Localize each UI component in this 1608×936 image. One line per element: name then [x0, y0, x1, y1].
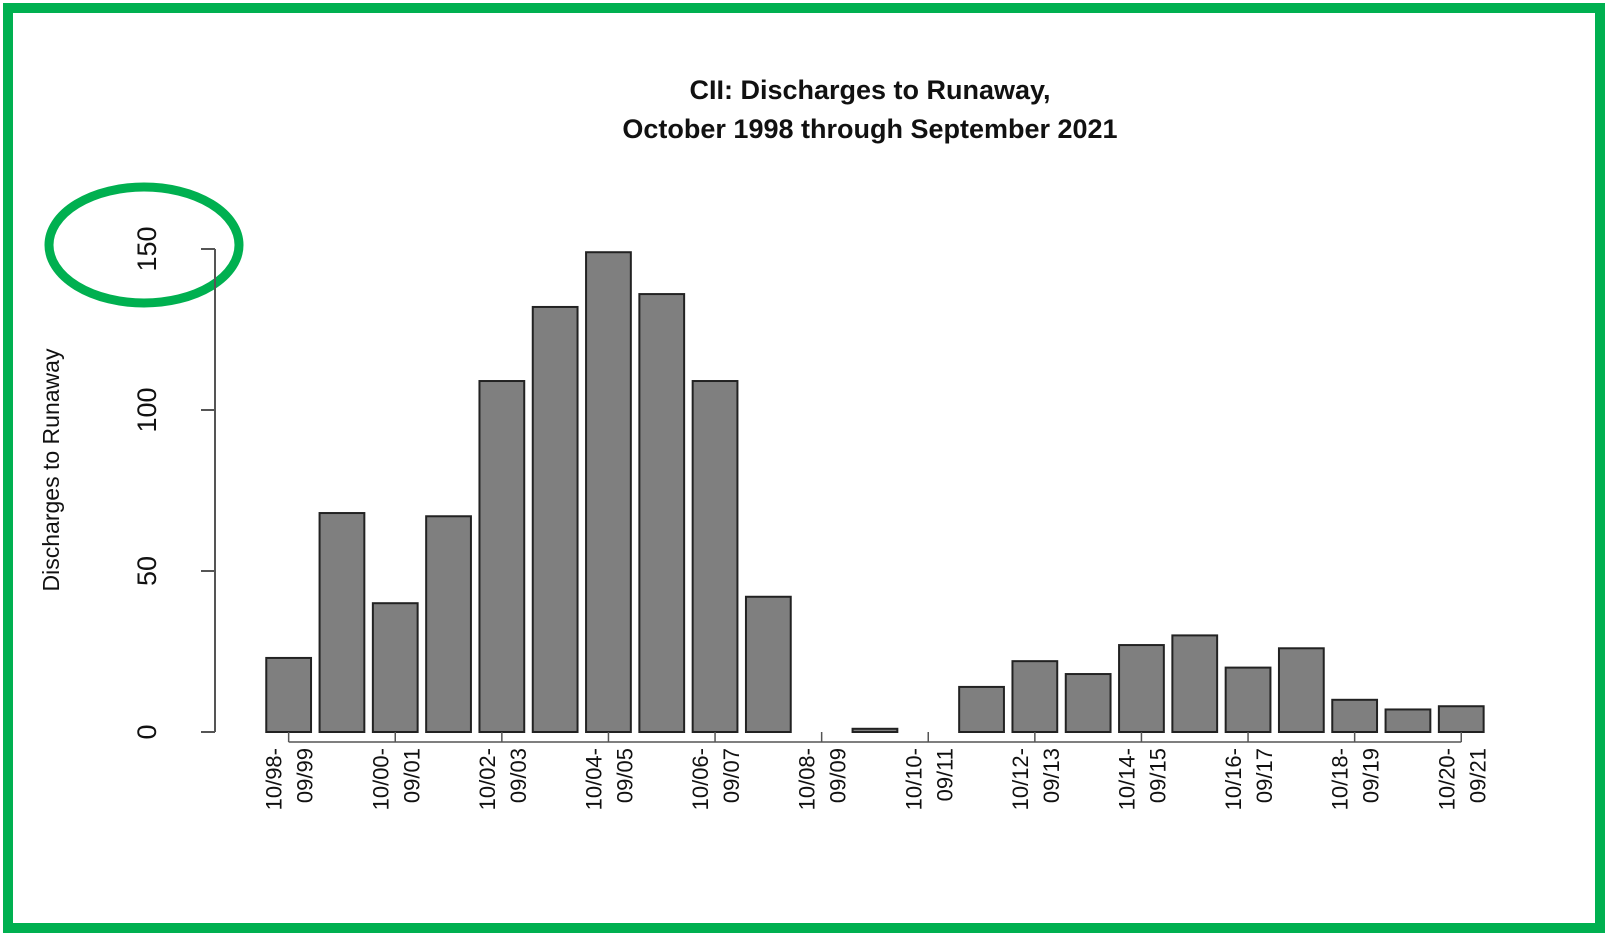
- bar: [531, 305, 579, 733]
- x-tick-label: 10/08- 09/09: [794, 748, 850, 810]
- y-tick-label: 150: [132, 226, 162, 271]
- x-tick-label-line: 10/16-: [1221, 748, 1246, 810]
- bar: [638, 293, 686, 733]
- y-tick-label: 100: [132, 387, 162, 432]
- x-tick-label-line: 10/10-: [901, 748, 926, 810]
- x-tick-label-line: 09/19: [1358, 748, 1383, 803]
- x-tick-label-line: 09/15: [1145, 748, 1170, 803]
- highlight-circle: [44, 182, 244, 308]
- bar: [1384, 708, 1432, 734]
- bar: [1064, 673, 1112, 733]
- bar: [425, 515, 472, 734]
- y-axis-label: Discharges to Runaway: [38, 348, 64, 591]
- x-tick-label: 10/16- 09/17: [1221, 748, 1277, 810]
- bar: [1224, 666, 1272, 733]
- x-tick-label-line: 09/11: [932, 748, 957, 801]
- x-tick-label: 10/06- 09/07: [688, 748, 744, 810]
- x-tick-label-line: 10/14-: [1114, 748, 1139, 810]
- x-tick-label: 10/14- 09/15: [1114, 748, 1170, 810]
- x-tick-label-line: 09/03: [506, 748, 531, 803]
- bar: [1011, 660, 1059, 733]
- x-tick-label-line: 10/08-: [794, 748, 819, 810]
- x-tick-label-line: 09/05: [612, 748, 637, 803]
- x-tick-label: 10/10- 09/11: [901, 748, 957, 810]
- bar: [1171, 634, 1219, 734]
- x-tick-label: 10/00- 09/01: [368, 748, 424, 810]
- bar: [1331, 698, 1379, 733]
- y-tick-label: 50: [132, 556, 162, 586]
- x-tick-label: 10/18- 09/19: [1327, 748, 1383, 810]
- bar: [744, 595, 792, 734]
- bar: [851, 727, 899, 734]
- x-tick-label-line: 09/01: [399, 748, 424, 803]
- x-tick-label: 10/12- 09/13: [1008, 748, 1064, 810]
- x-tick-label-line: 10/12-: [1008, 748, 1033, 810]
- x-tick-label-line: 09/99: [292, 748, 317, 803]
- x-tick-label-line: 09/09: [825, 748, 850, 803]
- x-tick-label-line: 09/21: [1465, 748, 1490, 803]
- x-tick-label-line: 09/17: [1252, 748, 1277, 803]
- bar: [371, 602, 419, 734]
- frame: [3, 3, 1605, 933]
- x-tick-label-line: 10/04-: [581, 748, 606, 810]
- x-tick-label: 10/20- 09/21: [1434, 748, 1490, 810]
- chart-subtitle: October 1998 through September 2021: [622, 114, 1117, 144]
- bar: [691, 380, 739, 733]
- x-tick-label-line: 10/20-: [1434, 748, 1459, 810]
- x-tick-label-line: 09/07: [719, 748, 744, 803]
- bar: [958, 685, 1005, 733]
- chart-title: CII: Discharges to Runaway,: [689, 75, 1050, 105]
- x-tick-label-line: 10/18-: [1327, 748, 1352, 810]
- y-tick-label: 0: [132, 724, 162, 739]
- bar: [1277, 647, 1325, 734]
- x-tick-label-line: 10/98-: [261, 748, 286, 810]
- x-tick-label-line: 10/02-: [475, 748, 500, 810]
- x-tick-label-line: 09/13: [1039, 748, 1064, 803]
- bar: [585, 251, 632, 733]
- bar: [478, 380, 526, 733]
- x-tick-label: 10/02- 09/03: [475, 748, 531, 810]
- bar: [1118, 644, 1165, 733]
- x-tick-label: 10/04- 09/05: [581, 748, 637, 810]
- x-tick-label: 10/98- 09/99: [261, 748, 317, 810]
- bar: [265, 656, 313, 733]
- x-tick-label-line: 10/00-: [368, 748, 393, 810]
- bar: [1437, 705, 1485, 733]
- bar: [318, 512, 366, 733]
- x-tick-label-line: 10/06-: [688, 748, 713, 810]
